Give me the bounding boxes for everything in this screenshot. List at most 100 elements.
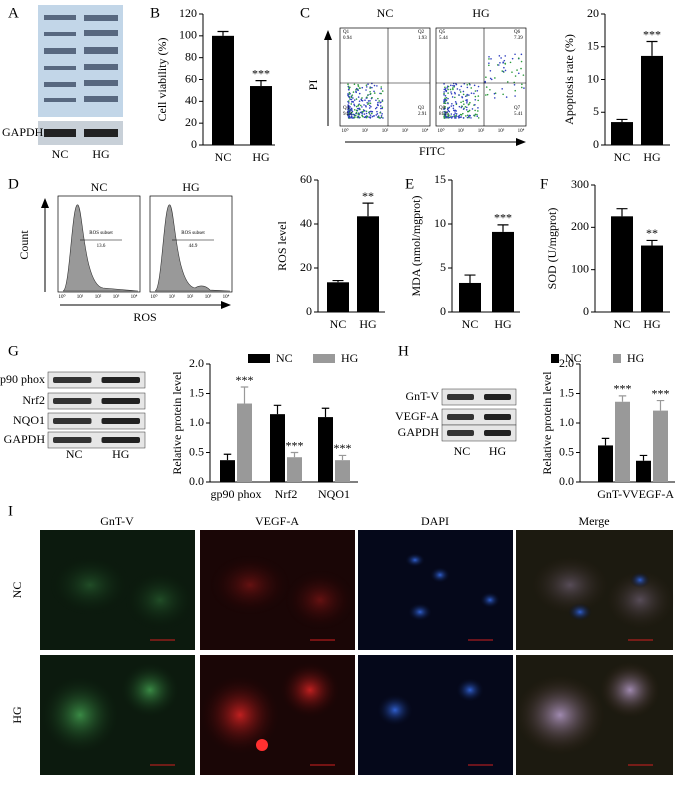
- flow-dot: [503, 66, 505, 69]
- flow-dot: [468, 116, 470, 119]
- flow-dot: [522, 74, 525, 76]
- flow-dot: [467, 103, 470, 106]
- flow-dot: [359, 111, 362, 114]
- flow-dot: [466, 86, 469, 89]
- flow-dot: [351, 117, 354, 119]
- quadrant-value: 2.91: [418, 112, 427, 117]
- flow-dot: [381, 113, 383, 115]
- flow-dot: [462, 90, 465, 93]
- x-tick-label: NC: [614, 150, 631, 164]
- flow-dot: [380, 86, 383, 88]
- error-bar: [616, 208, 628, 217]
- flow-dot: [365, 116, 368, 119]
- flow-dot: [371, 115, 374, 118]
- bar: [212, 35, 234, 146]
- flow-dot: [361, 112, 364, 114]
- flow-dot: [354, 114, 357, 117]
- legend-label: HG: [627, 351, 645, 365]
- flow-dot: [462, 117, 465, 119]
- bar: [641, 245, 663, 312]
- error-bar: [217, 30, 229, 36]
- tick-label: 10⁴: [518, 128, 525, 134]
- flow-dot: [502, 93, 504, 96]
- flow-dot: [458, 105, 461, 108]
- flow-dot: [458, 117, 460, 119]
- flow-dot: [357, 84, 359, 86]
- plot-title: HG: [472, 6, 490, 20]
- flow-dot: [499, 61, 501, 64]
- error-bar: [618, 395, 627, 402]
- blot-band: [447, 394, 474, 400]
- flow-dot: [348, 95, 350, 98]
- error-bar: [497, 224, 509, 232]
- flow-dot: [514, 53, 516, 56]
- flow-dot: [445, 115, 447, 118]
- y-axis-title: MDA (nmol/mgprot): [409, 195, 423, 296]
- significance: ***: [236, 373, 254, 387]
- flow-dot: [350, 103, 353, 105]
- flow-dot: [371, 96, 373, 99]
- flow-dot: [517, 72, 520, 75]
- flow-dot: [501, 88, 503, 90]
- flow-dot: [488, 62, 490, 64]
- flow-dot: [381, 90, 384, 92]
- flow-dot: [348, 110, 351, 112]
- y-tick-label: 0.0: [189, 474, 204, 488]
- error-bar: [255, 79, 267, 87]
- axis-title: ROS: [133, 310, 156, 324]
- blot-band: [484, 394, 511, 400]
- error-bar: [646, 239, 658, 246]
- flow-dot: [466, 99, 468, 101]
- flow-dot: [460, 106, 463, 109]
- panel-label: G: [8, 343, 19, 359]
- flow-dot: [361, 110, 364, 113]
- flow-dot: [462, 108, 465, 110]
- protein-label: gp90 phox: [0, 372, 45, 386]
- flow-dot: [462, 112, 464, 115]
- flow-dot: [520, 60, 523, 63]
- flow-dot: [516, 69, 518, 71]
- flow-dot: [452, 88, 454, 91]
- blot-band: [101, 418, 140, 424]
- flow-dot: [357, 104, 360, 106]
- group-label: HG: [112, 447, 130, 461]
- flow-dot: [353, 108, 356, 111]
- y-axis-title: Apoptosis rate (%): [562, 34, 576, 125]
- quadrant-value: 5.41: [514, 112, 523, 117]
- tick-label: 10¹: [77, 294, 84, 300]
- tick-label: 10⁰: [437, 128, 444, 134]
- flow-dot: [356, 116, 359, 119]
- flow-dot: [452, 104, 455, 107]
- x-tick-label: NC: [330, 317, 347, 331]
- column-label: Merge: [578, 514, 609, 528]
- quadrant-value: 1.93: [418, 36, 427, 41]
- quadrant-label: Q3: [418, 106, 425, 111]
- flow-dot: [520, 86, 523, 89]
- tick-label: 10⁰: [150, 294, 157, 300]
- flow-dot: [351, 111, 353, 114]
- blot-band: [44, 129, 76, 137]
- quadrant-label: Q1: [343, 30, 350, 35]
- flow-dot: [359, 104, 362, 107]
- flow-dot: [378, 100, 380, 102]
- legend-swatch: [313, 354, 335, 363]
- flow-dot: [454, 92, 456, 95]
- flow-dot: [464, 105, 467, 108]
- flow-dot: [446, 111, 449, 113]
- blot-strip: [47, 371, 146, 389]
- bar: [611, 216, 633, 312]
- flow-dot: [366, 101, 368, 104]
- y-tick-label: 40: [300, 216, 312, 230]
- flow-dot: [444, 110, 446, 113]
- flow-dot: [361, 114, 363, 117]
- flow-dot: [466, 93, 468, 96]
- tick-label: 10⁴: [422, 128, 429, 134]
- flow-dot: [347, 94, 349, 97]
- flow-dot: [379, 105, 382, 107]
- x-tick-label: HG: [494, 317, 512, 331]
- flow-dot: [369, 110, 372, 113]
- flow-dot: [460, 116, 463, 118]
- flow-dot: [373, 90, 375, 93]
- flow-dot: [455, 83, 458, 86]
- y-tick-label: 1.5: [189, 385, 204, 399]
